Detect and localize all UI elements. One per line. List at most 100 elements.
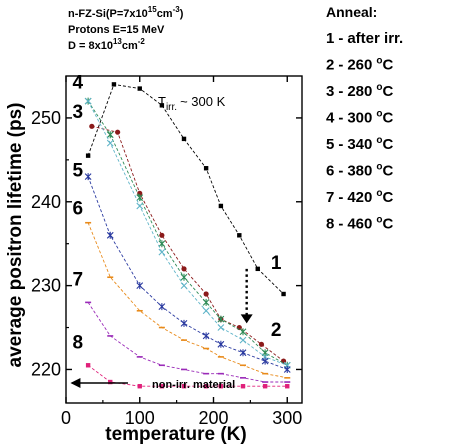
sample-info-text: D = 8x10: [68, 40, 113, 52]
data-point: [239, 336, 247, 344]
curve-label-8: 8: [73, 333, 84, 354]
legend-entry-label: after irr.: [347, 30, 403, 47]
data-point: [202, 298, 210, 306]
legend-entry-dash: -: [338, 136, 343, 153]
legend: Anneal: 1- after irr.2-260 oC3-280 oC4-300 o…: [326, 4, 403, 233]
curve-labels: 1 2 3 4 5 6 7 8: [73, 73, 282, 354]
data-point: [89, 123, 95, 129]
data-point: [106, 139, 114, 147]
legend-entry-unit: C: [382, 163, 393, 180]
legend-entry-dash: -: [338, 216, 343, 233]
legend-entry-degree: o: [376, 135, 382, 146]
data-point: [137, 384, 142, 389]
plot-frame: [65, 75, 303, 404]
legend-entry-number: 6: [326, 163, 334, 180]
y-axis-title: average positron lifetime (ps): [5, 102, 26, 367]
sample-info-text: n-FZ-Si(P=7x10: [68, 8, 148, 20]
curve-label-1: 1: [271, 253, 282, 274]
nonirr-arrow-head: [70, 378, 81, 388]
legend-entry-degree: o: [376, 82, 382, 93]
data-point: [285, 384, 290, 389]
data-point: [239, 328, 247, 336]
x-axis-title: temperature (K): [105, 424, 246, 445]
legend-entry-label: 280: [347, 83, 372, 100]
legend-entry-label: 340: [347, 136, 372, 153]
data-point: [158, 240, 166, 248]
sample-info-sup: -2: [138, 37, 146, 46]
legend-entry-label: 380: [347, 163, 372, 180]
legend-entry-label: 300: [347, 110, 372, 127]
data-point: [159, 103, 165, 108]
legend-entry-8: 8-460 oC: [326, 215, 393, 233]
curve-label-4: 4: [73, 73, 84, 94]
legend-entry-label: 460: [347, 216, 372, 233]
legend-entry-1: 1- after irr.: [326, 30, 403, 47]
legend-entry-unit: C: [382, 83, 393, 100]
curve-label-7: 7: [73, 270, 84, 291]
sample-info-line: n-FZ-Si(P=7x1015cm-3): [68, 5, 184, 20]
x-tick-label: 200: [198, 408, 228, 428]
data-point: [180, 282, 188, 290]
x-tick-label: 0: [61, 408, 71, 428]
data-point: [255, 266, 260, 272]
legend-entry-unit: C: [382, 216, 393, 233]
data-point: [217, 324, 225, 331]
legend-entry-label: 420: [347, 189, 372, 206]
legend-entry-dash: -: [338, 30, 343, 47]
legend-entry-dash: -: [338, 57, 343, 74]
series-1: [85, 82, 286, 297]
sample-info-unit: cm: [157, 8, 173, 20]
sample-info-line: Protons E=15 MeV: [68, 24, 165, 36]
legend-entry-number: 2: [326, 57, 334, 74]
sample-info-sup: 13: [113, 37, 122, 46]
series-line-5: [87, 176, 288, 370]
data-point: [85, 363, 91, 368]
data-point: [84, 173, 92, 181]
curve-label-5: 5: [73, 161, 84, 182]
data-point: [283, 365, 291, 373]
data-point: [181, 384, 187, 389]
series-8: [85, 363, 290, 389]
tirr-annotation: Tirr. ~ 300 K: [158, 94, 226, 113]
series-line-1: [87, 83, 284, 295]
legend-entry-7: 7-420 oC: [326, 188, 393, 206]
legend-entry-unit: C: [382, 57, 393, 74]
series-layer: [84, 82, 291, 389]
sample-info-text: Protons E=15 MeV: [68, 24, 165, 36]
data-point: [85, 153, 91, 158]
data-point: [136, 202, 144, 210]
data-point: [203, 291, 209, 297]
legend-entry-dash: -: [338, 189, 343, 206]
legend-entry-number: 8: [326, 216, 334, 233]
data-point: [218, 203, 224, 209]
data-point: [108, 379, 113, 385]
series-line-6: [87, 222, 288, 379]
data-point: [202, 307, 210, 315]
series-4: [84, 97, 291, 369]
y-tick-label: 220: [31, 359, 61, 379]
y-tick-label: 250: [31, 108, 61, 128]
legend-title: Anneal:: [326, 4, 377, 20]
legend-entry-5: 5-340 oC: [326, 135, 393, 153]
x-tick-label: 100: [125, 408, 155, 428]
data-point: [203, 166, 209, 171]
legend-entry-degree: o: [376, 215, 382, 226]
legend-entry-6: 6-380 oC: [326, 162, 393, 180]
legend-entry-4: 4-300 oC: [326, 109, 393, 127]
legend-entry-number: 5: [326, 136, 334, 153]
sample-info-line: D = 8x1013cm-2: [68, 37, 145, 52]
data-point: [217, 340, 225, 348]
legend-entry-number: 4: [326, 110, 335, 127]
anneal-arrow-head: [240, 314, 253, 324]
sample-info-tail: ): [180, 8, 184, 20]
data-point: [218, 384, 224, 389]
legend-entry-dash: -: [338, 110, 343, 127]
data-point: [159, 384, 165, 389]
legend-entry-dash: -: [338, 83, 343, 100]
data-point: [181, 266, 187, 272]
data-point: [239, 349, 247, 357]
data-point: [158, 248, 166, 256]
data-point: [237, 233, 242, 238]
data-point: [84, 97, 92, 105]
